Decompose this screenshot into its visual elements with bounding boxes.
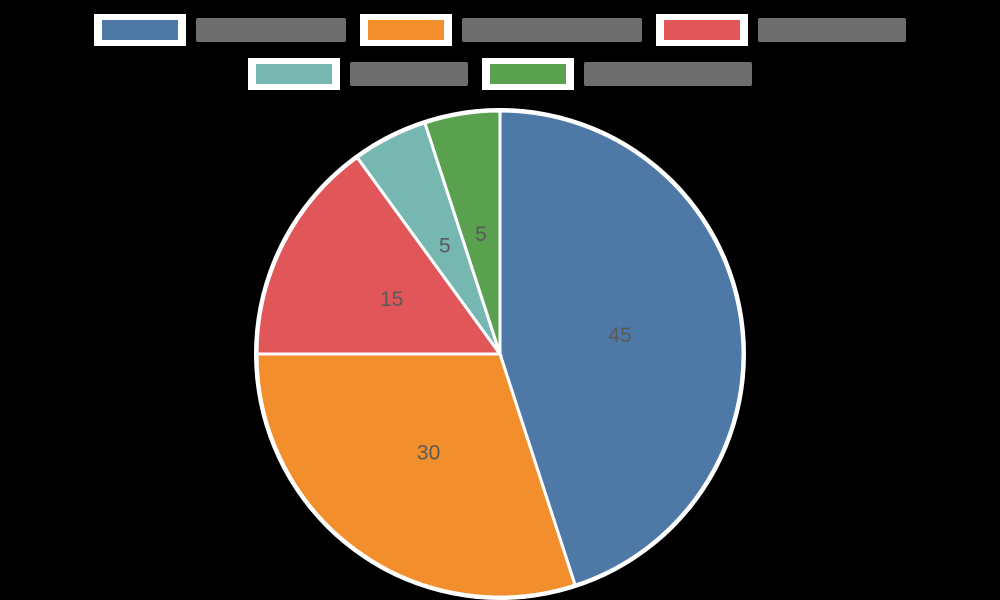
pie-slices [255, 109, 745, 599]
legend-item-3[interactable]: [illegible label 3] [656, 14, 906, 46]
legend-swatch-frame [656, 14, 748, 46]
legend-swatch-frame [482, 58, 574, 90]
legend-swatch-red [664, 20, 740, 40]
legend-item-2[interactable]: [illegible label 2] [360, 14, 642, 46]
legend-row-2: [illegible label 4] [illegible label 5] [0, 58, 1000, 90]
legend-swatch-green [490, 64, 566, 84]
legend-label-1: [illegible label 1] [196, 18, 346, 42]
legend-label-3: [illegible label 3] [758, 18, 906, 42]
slice-value-label: 30 [417, 441, 440, 464]
legend-swatch-teal [256, 64, 332, 84]
slice-orange[interactable] [255, 352, 577, 599]
legend-label-2: [illegible label 2] [462, 18, 642, 42]
legend-swatch-frame [360, 14, 452, 46]
slice-green[interactable] [423, 109, 502, 355]
slice-value-label: 5 [439, 235, 451, 258]
legend-label-5: [illegible label 5] [584, 62, 752, 86]
slice-blue[interactable] [498, 109, 745, 587]
legend-item-5[interactable]: [illegible label 5] [482, 58, 752, 90]
legend-swatch-frame [248, 58, 340, 90]
legend-item-4[interactable]: [illegible label 4] [248, 58, 468, 90]
legend-swatch-orange [368, 20, 444, 40]
slice-value-label: 15 [380, 288, 403, 311]
legend-swatch-frame [94, 14, 186, 46]
pie-slice-labels: 45 30 15 5 5 [380, 223, 632, 464]
slice-value-label: 5 [475, 223, 487, 246]
legend-label-4: [illegible label 4] [350, 62, 468, 86]
legend-item-1[interactable]: [illegible label 1] [94, 14, 346, 46]
slice-value-label: 45 [608, 324, 631, 347]
slice-red[interactable] [255, 155, 503, 356]
legend-swatch-blue [102, 20, 178, 40]
legend-row-1: [illegible label 1] [illegible label 2] … [0, 14, 1000, 46]
